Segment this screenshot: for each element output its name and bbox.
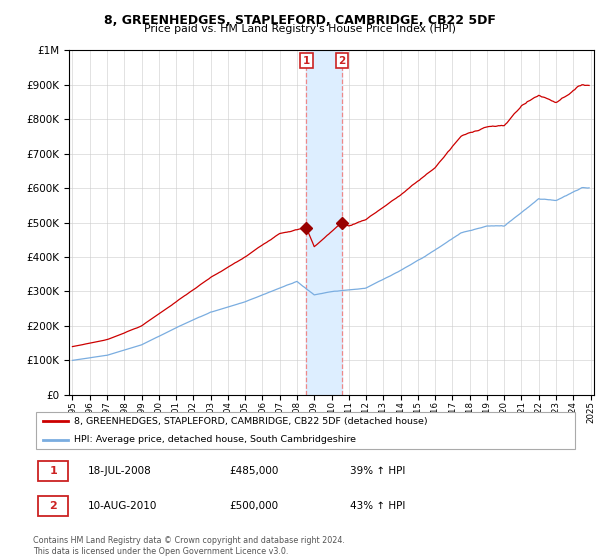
Text: 39% ↑ HPI: 39% ↑ HPI [350,466,405,476]
Text: Price paid vs. HM Land Registry's House Price Index (HPI): Price paid vs. HM Land Registry's House … [144,24,456,34]
Text: 18-JUL-2008: 18-JUL-2008 [88,466,151,476]
Text: 2: 2 [338,55,346,66]
Text: 2: 2 [50,501,58,511]
Text: 43% ↑ HPI: 43% ↑ HPI [350,501,405,511]
Text: 8, GREENHEDGES, STAPLEFORD, CAMBRIDGE, CB22 5DF (detached house): 8, GREENHEDGES, STAPLEFORD, CAMBRIDGE, C… [74,417,428,426]
Text: 1: 1 [302,55,310,66]
Text: £485,000: £485,000 [230,466,279,476]
FancyBboxPatch shape [38,496,68,516]
Text: HPI: Average price, detached house, South Cambridgeshire: HPI: Average price, detached house, Sout… [74,436,356,445]
Text: 8, GREENHEDGES, STAPLEFORD, CAMBRIDGE, CB22 5DF: 8, GREENHEDGES, STAPLEFORD, CAMBRIDGE, C… [104,14,496,27]
Text: Contains HM Land Registry data © Crown copyright and database right 2024.
This d: Contains HM Land Registry data © Crown c… [33,536,345,556]
Bar [306,50,342,395]
Text: 1: 1 [50,466,58,476]
Text: 10-AUG-2010: 10-AUG-2010 [88,501,157,511]
FancyBboxPatch shape [36,412,575,449]
FancyBboxPatch shape [38,461,68,481]
Text: £500,000: £500,000 [230,501,278,511]
